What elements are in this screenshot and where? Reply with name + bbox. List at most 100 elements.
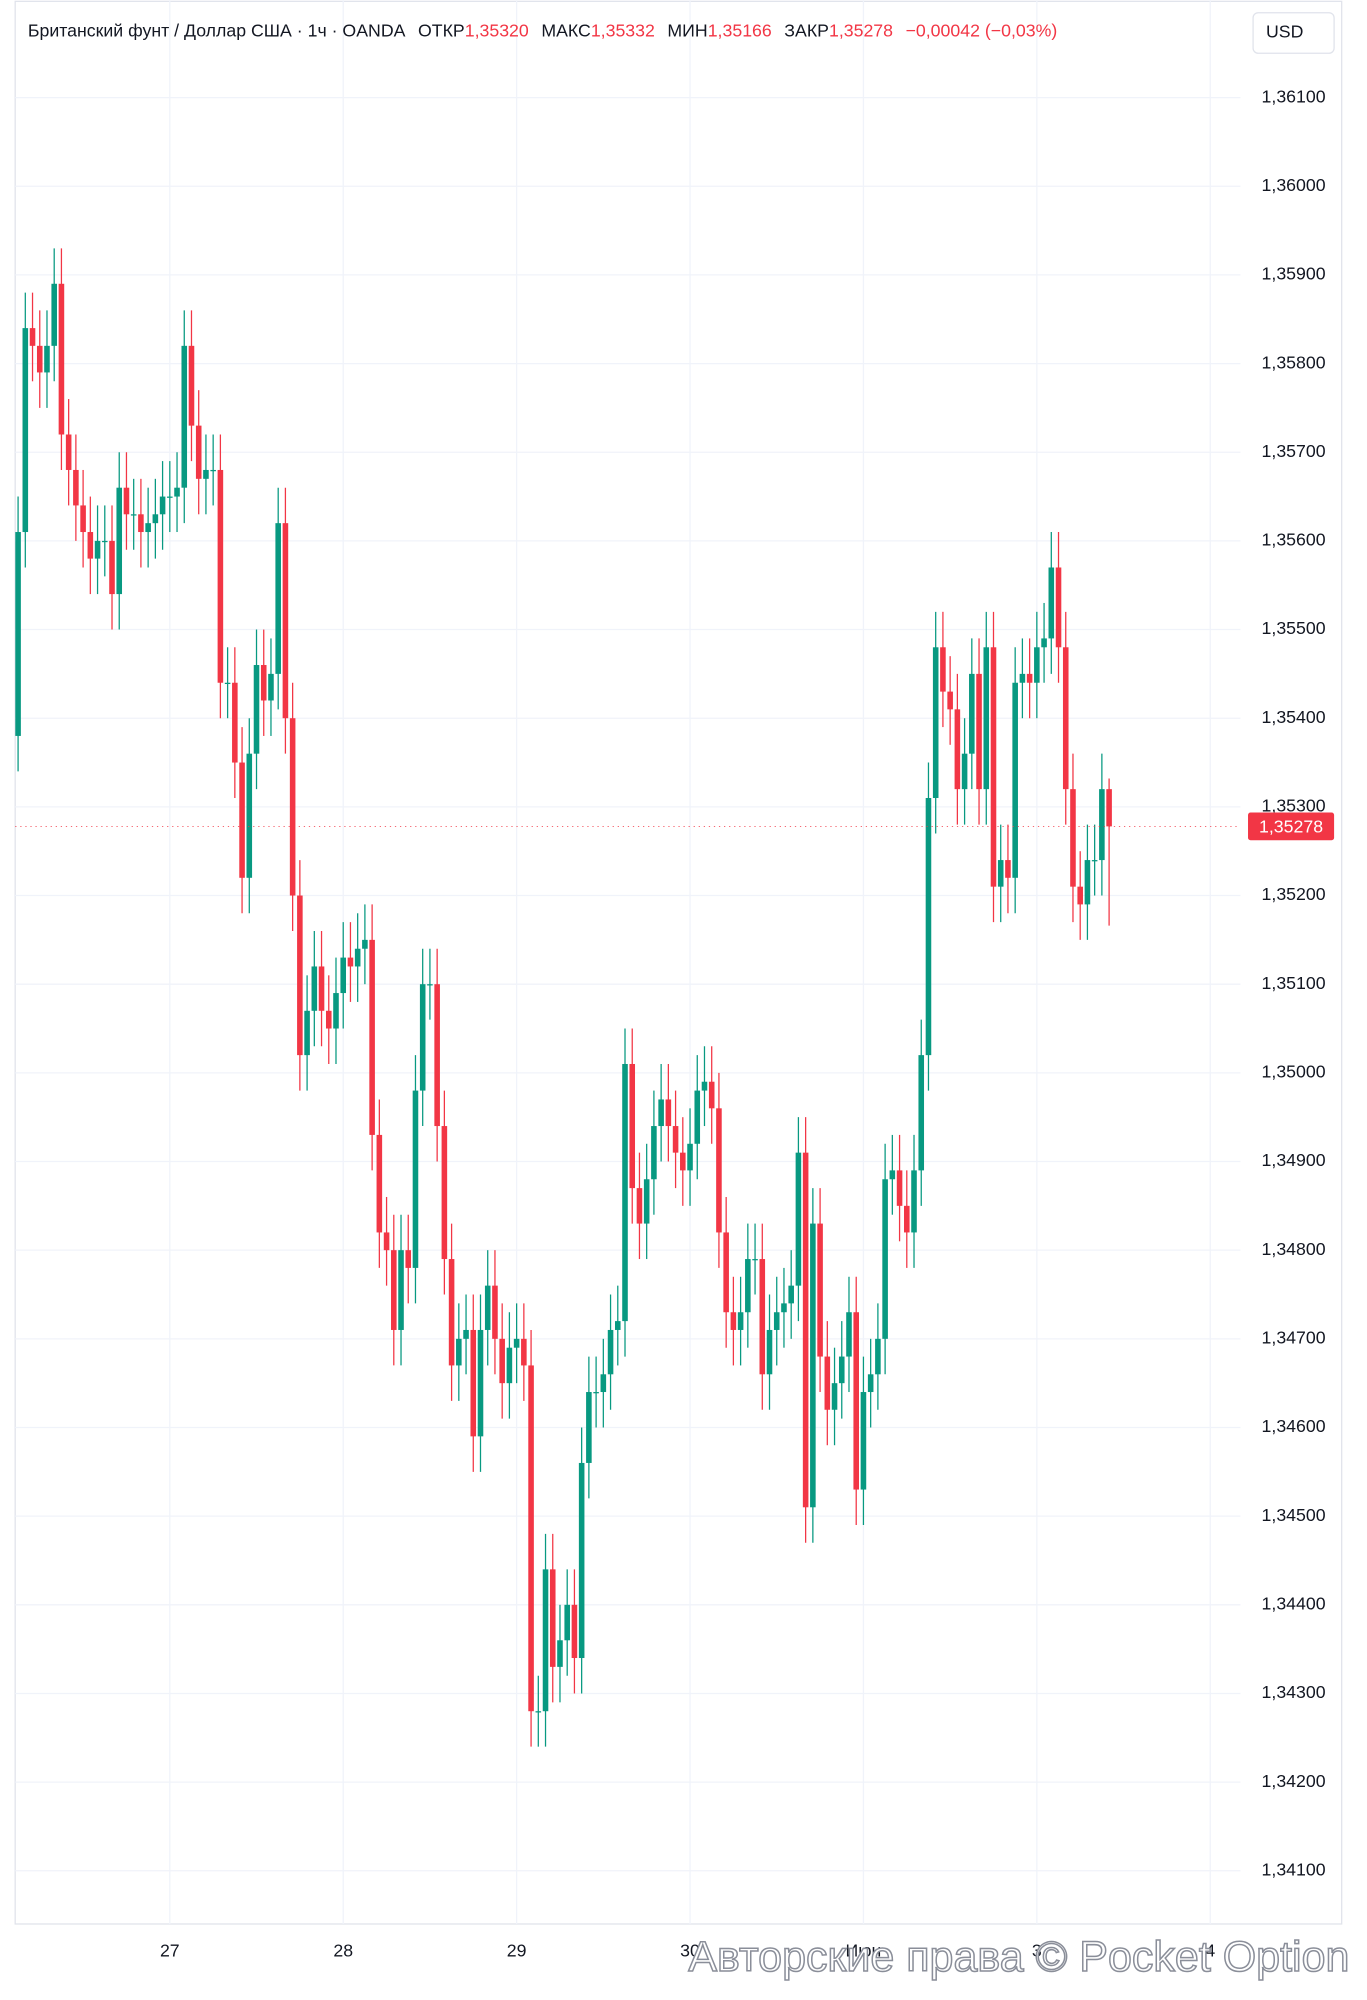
candle-body <box>29 328 36 346</box>
candle-body <box>1099 789 1105 861</box>
candle-body <box>311 966 318 1011</box>
candle-body <box>817 1223 823 1357</box>
y-tick-label: 1,35500 <box>1262 618 1326 638</box>
y-tick-label: 1,35400 <box>1262 707 1326 727</box>
candle-body <box>232 682 238 763</box>
candle-body <box>138 514 144 533</box>
candle-body <box>622 1063 628 1322</box>
low-label: МИН <box>667 20 707 40</box>
x-tick-label: 29 <box>507 1941 527 1961</box>
candle-body <box>875 1338 881 1375</box>
candle-body <box>557 1640 563 1667</box>
y-tick-label: 1,35800 <box>1262 352 1326 372</box>
header: Британский фунт / Доллар США · 1ч · OAND… <box>28 20 1057 40</box>
x-tick-label: 30 <box>680 1941 700 1961</box>
candle-body <box>521 1338 527 1366</box>
candle-body <box>217 469 224 683</box>
candle-body <box>593 1392 599 1394</box>
candle-body <box>976 673 982 790</box>
candle-body <box>123 487 130 515</box>
candle-body <box>564 1604 570 1641</box>
candle-body <box>896 1170 903 1206</box>
candle-body <box>643 1179 650 1224</box>
candle-body <box>44 345 50 373</box>
candle-body <box>492 1285 498 1339</box>
candle-body <box>116 487 123 595</box>
currency-button[interactable] <box>1252 12 1335 54</box>
candle-body <box>484 1285 491 1330</box>
x-tick-label: 28 <box>333 1941 353 1961</box>
candle-body <box>846 1312 852 1357</box>
candle-body <box>969 673 975 754</box>
candle-body <box>1084 860 1091 905</box>
candle-body <box>1019 673 1026 683</box>
candle-body <box>838 1356 845 1384</box>
open-value: 1,35320 <box>465 20 529 40</box>
candle-body <box>405 1250 412 1268</box>
candle-body <box>1055 567 1062 648</box>
candle-body <box>802 1152 809 1508</box>
candle-body <box>398 1250 404 1330</box>
candle-body <box>629 1063 636 1189</box>
candle-body <box>954 709 961 790</box>
candle-body <box>362 939 368 949</box>
grid <box>14 0 1343 1925</box>
candle-body <box>824 1356 831 1410</box>
candle-body <box>860 1392 867 1490</box>
candle-body <box>947 691 953 710</box>
candle-body <box>535 1711 542 1713</box>
close-value: 1,35278 <box>829 20 893 40</box>
candle-body <box>282 523 289 719</box>
candle-body <box>759 1259 766 1375</box>
candle-body <box>932 647 939 799</box>
candle-body <box>752 1259 758 1261</box>
candle-body <box>882 1179 888 1339</box>
candle-body <box>1005 860 1011 878</box>
candle-body <box>701 1081 708 1091</box>
candle-body <box>1012 682 1018 878</box>
candle-body <box>470 1329 477 1437</box>
candle-body <box>889 1170 896 1180</box>
candle-body <box>1062 647 1069 790</box>
candle-body <box>694 1090 701 1144</box>
candle-body <box>391 1250 397 1330</box>
candle-body <box>1077 886 1083 905</box>
candle-body <box>101 540 108 543</box>
candle-body <box>1070 789 1076 887</box>
candle-body <box>636 1188 643 1224</box>
candle-body <box>672 1126 679 1153</box>
candles <box>15 248 1241 1747</box>
candle-body <box>795 1152 802 1286</box>
candle-body <box>513 1338 520 1348</box>
candle-body <box>239 762 245 878</box>
candle-body <box>737 1312 744 1330</box>
candle-body <box>275 523 281 674</box>
candle-body <box>1048 567 1055 639</box>
x-tick-label: 3 <box>1032 1941 1042 1961</box>
candle-body <box>665 1099 672 1127</box>
candle-body <box>990 647 997 887</box>
candle-body <box>1026 673 1033 683</box>
y-tick-label: 1,36100 <box>1262 86 1326 106</box>
candle-body <box>528 1365 534 1712</box>
candle-body <box>347 957 354 967</box>
candle-body <box>80 505 86 533</box>
candle-body <box>853 1312 859 1490</box>
candle-body <box>456 1338 462 1366</box>
candle-body <box>109 540 115 595</box>
y-tick-label: 1,34500 <box>1262 1505 1326 1525</box>
candle-body <box>730 1312 737 1330</box>
candle-body <box>203 469 209 479</box>
candle-body <box>658 1099 664 1127</box>
candle-body <box>246 753 253 878</box>
candle-body <box>376 1134 383 1233</box>
candle-body <box>58 283 65 435</box>
y-tick-label: 1,34100 <box>1262 1859 1326 1879</box>
candle-body <box>867 1374 874 1393</box>
candle-body <box>983 647 990 790</box>
candle-body <box>463 1329 469 1339</box>
candle-body <box>571 1604 578 1659</box>
x-tick-label: Июн <box>846 1941 882 1961</box>
candle-body <box>578 1462 585 1659</box>
candle-body <box>51 283 57 346</box>
